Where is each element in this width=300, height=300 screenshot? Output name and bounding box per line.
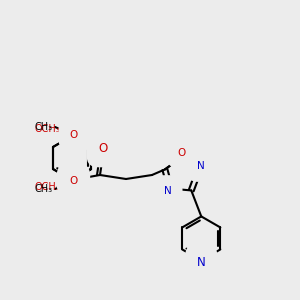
Text: N: N: [68, 175, 76, 185]
Text: O: O: [98, 142, 108, 155]
Text: O: O: [178, 148, 186, 158]
Text: CH₃: CH₃: [35, 122, 53, 132]
Text: O: O: [69, 176, 77, 186]
Text: N: N: [197, 256, 206, 269]
Text: N: N: [164, 186, 172, 196]
Text: N: N: [197, 161, 205, 171]
Text: OCH₃: OCH₃: [34, 182, 60, 192]
Text: CH₃: CH₃: [35, 184, 53, 194]
Text: O: O: [71, 131, 80, 141]
Text: O: O: [69, 130, 77, 140]
Text: OCH₃: OCH₃: [34, 124, 60, 134]
Text: O: O: [71, 175, 80, 185]
